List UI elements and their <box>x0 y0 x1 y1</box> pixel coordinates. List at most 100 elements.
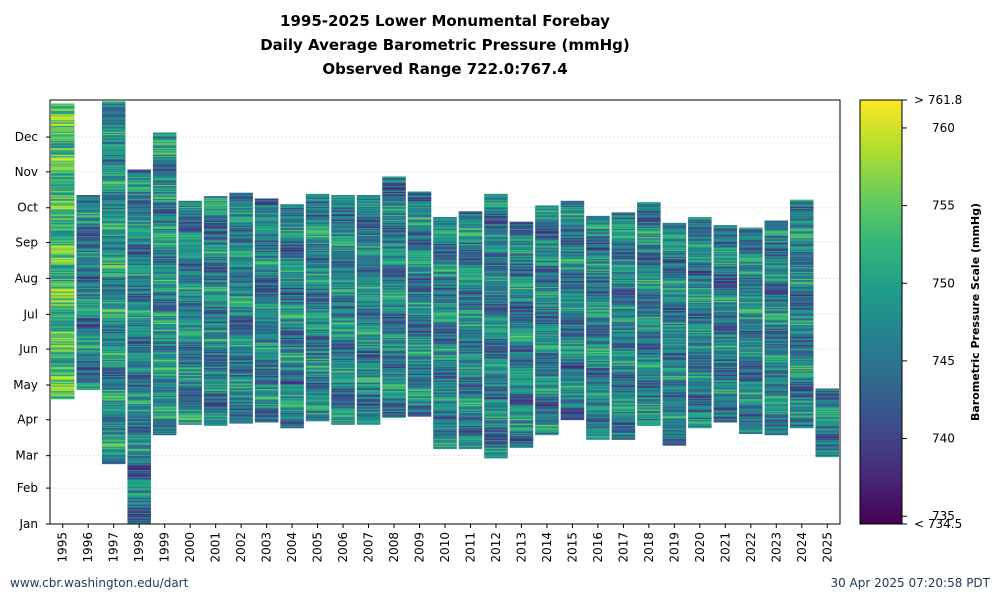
day-cell <box>76 292 100 294</box>
day-cell <box>203 403 228 406</box>
day-cell <box>509 360 534 363</box>
day-cell <box>178 409 202 411</box>
day-cell <box>127 306 151 308</box>
day-cell <box>382 222 406 225</box>
day-cell <box>560 288 585 291</box>
day-cell <box>152 223 177 226</box>
day-cell <box>586 218 610 220</box>
day-cell <box>152 139 177 141</box>
day-cell <box>305 337 330 340</box>
day-cell <box>101 422 126 424</box>
day-cell <box>254 251 279 254</box>
day-cell <box>535 235 559 238</box>
day-cell <box>560 353 585 356</box>
day-cell <box>433 266 457 269</box>
day-cell <box>101 307 126 309</box>
day-cell <box>484 358 508 360</box>
day-cell <box>254 256 279 258</box>
day-cell <box>407 391 432 394</box>
day-cell <box>535 300 559 302</box>
day-cell <box>611 245 636 248</box>
day-cell <box>305 330 330 333</box>
day-cell <box>637 418 661 421</box>
day-cell <box>101 372 126 374</box>
day-cell <box>484 220 508 223</box>
day-cell <box>101 113 126 116</box>
day-cell <box>101 394 126 396</box>
day-cell <box>76 381 100 384</box>
day-cell <box>509 368 534 371</box>
day-cell <box>305 200 330 203</box>
day-cell <box>586 371 610 373</box>
day-cell <box>331 279 355 282</box>
day-cell <box>458 212 483 214</box>
day-cell <box>254 332 279 335</box>
day-cell <box>51 162 75 165</box>
day-cell <box>637 419 661 422</box>
day-cell <box>254 398 279 401</box>
day-cell <box>458 379 483 381</box>
day-cell <box>356 234 381 236</box>
day-cell <box>152 211 177 213</box>
day-cell <box>535 310 559 313</box>
day-cell <box>127 301 151 304</box>
day-cell <box>586 353 610 356</box>
day-cell <box>331 405 355 408</box>
day-cell <box>509 335 534 337</box>
day-cell <box>586 316 610 319</box>
day-cell <box>51 255 75 257</box>
day-cell <box>611 300 636 302</box>
day-cell <box>51 394 75 396</box>
day-cell <box>76 320 100 322</box>
day-cell <box>51 206 75 209</box>
day-cell <box>51 352 75 355</box>
day-cell <box>229 274 253 277</box>
day-cell <box>280 379 304 381</box>
day-cell <box>586 354 610 357</box>
day-cell <box>127 346 151 349</box>
day-cell <box>611 349 636 351</box>
day-cell <box>535 236 559 239</box>
day-cell <box>254 334 279 336</box>
day-cell <box>484 367 508 370</box>
day-cell <box>433 413 457 416</box>
day-cell <box>152 332 177 335</box>
day-cell <box>51 125 75 128</box>
day-cell <box>101 310 126 313</box>
day-cell <box>305 300 330 302</box>
day-cell <box>76 344 100 346</box>
day-cell <box>178 339 202 342</box>
day-cell <box>178 247 202 249</box>
day-cell <box>637 374 661 377</box>
day-cell <box>254 417 279 419</box>
day-cell <box>535 309 559 312</box>
day-cell <box>152 334 177 336</box>
day-cell <box>407 271 432 274</box>
day-cell <box>101 314 126 316</box>
day-cell <box>76 373 100 375</box>
day-cell <box>356 410 381 413</box>
day-cell <box>586 437 610 439</box>
day-cell <box>433 256 457 258</box>
day-cell <box>331 233 355 235</box>
day-cell <box>229 350 253 352</box>
day-cell <box>127 331 151 334</box>
day-cell <box>331 197 355 199</box>
day-cell <box>611 403 636 406</box>
day-cell <box>586 380 610 382</box>
day-cell <box>509 230 534 233</box>
day-cell <box>382 227 406 229</box>
day-cell <box>101 266 126 269</box>
day-cell <box>178 376 202 379</box>
day-cell <box>280 345 304 348</box>
day-cell <box>458 255 483 257</box>
day-cell <box>76 226 100 228</box>
day-cell <box>407 336 432 338</box>
day-cell <box>560 417 585 419</box>
day-cell <box>203 215 228 218</box>
day-cell <box>484 288 508 291</box>
day-cell <box>331 305 355 307</box>
day-cell <box>382 329 406 331</box>
day-cell <box>229 306 253 308</box>
day-cell <box>382 408 406 410</box>
